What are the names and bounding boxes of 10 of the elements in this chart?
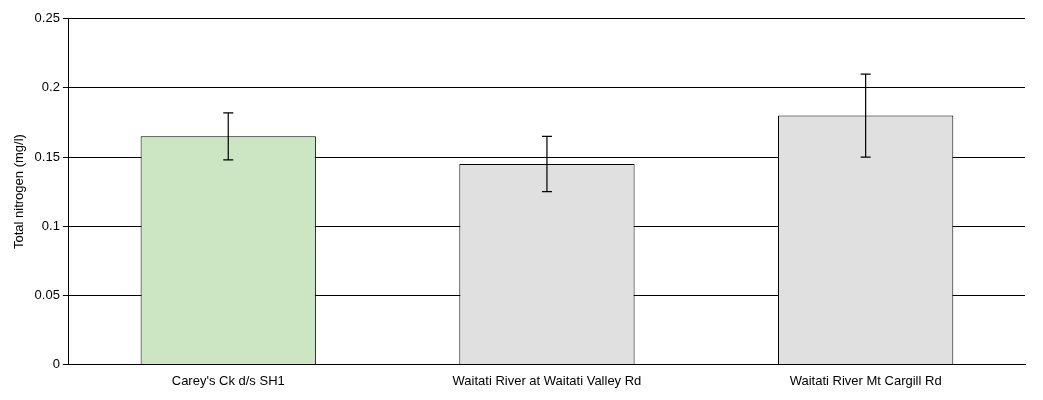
y-tick-label: 0.1	[41, 217, 60, 233]
y-tick-label: 0.2	[41, 79, 60, 95]
x-tick-label: Carey's Ck d/s SH1	[171, 372, 285, 388]
y-tick-label: 0	[52, 355, 60, 371]
y-axis-title: Total nitrogen (mg/l)	[11, 134, 27, 250]
x-tick-label: Waitati River at Waitati Valley Rd	[452, 372, 642, 388]
y-tick-label: 0.15	[34, 148, 60, 164]
y-tick-label: 0.25	[34, 10, 60, 26]
y-tick-label: 0.05	[34, 286, 60, 302]
x-tick-label: Waitati River Mt Cargill Rd	[789, 372, 942, 388]
